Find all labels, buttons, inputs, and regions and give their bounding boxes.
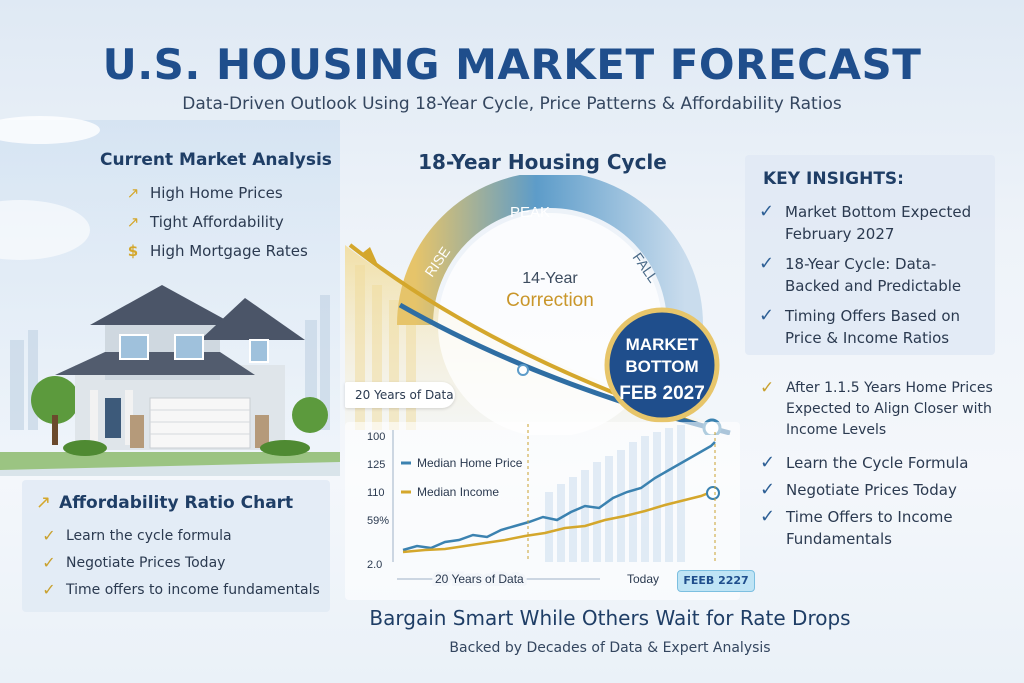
y-tick: 110 [367, 487, 385, 499]
check-icon: ✓ [42, 526, 56, 545]
dollar-icon: $ [127, 241, 139, 260]
y-tick: 100 [367, 431, 385, 443]
check-icon: ✓ [760, 378, 775, 398]
after-note: ✓ After 1.1.5 Years Home Prices Expected… [760, 378, 993, 438]
y-tick: 59% [367, 515, 389, 527]
page-subtitle: Data-Driven Outlook Using 18-Year Cycle,… [182, 94, 842, 114]
analysis-item: $ High Mortgage Rates [120, 236, 332, 265]
house-illustration [31, 285, 328, 456]
cycle-arc [397, 175, 703, 326]
action-item: ✓ Time Offers to Income Fundamentals [760, 506, 953, 548]
background-bars [545, 425, 685, 562]
affordability-panel: ↗ Affordability Ratio Chart ✓ Learn the … [22, 480, 330, 612]
affordability-title: Affordability Ratio Chart [59, 492, 294, 513]
insight-item: ✓ Market Bottom Expected February 2027 [759, 201, 972, 243]
trend-up-icon: ↗ [126, 212, 140, 231]
check-icon: ✓ [760, 479, 776, 500]
svg-text:FEB 2027: FEB 2027 [619, 383, 705, 404]
svg-text:MARKET: MARKET [626, 335, 699, 354]
footer-tagline: Bargain Smart While Others Wait for Rate… [369, 606, 851, 630]
check-icon: ✓ [759, 201, 775, 222]
decline-curve-blue [398, 302, 731, 435]
action-item: ✓ Learn the Cycle Formula [760, 452, 969, 473]
check-icon: ✓ [42, 553, 56, 572]
series-median-income [402, 490, 712, 554]
page-title: U.S. HOUSING MARKET FORECAST [102, 40, 922, 89]
cycle-title: 18-Year Housing Cycle [418, 150, 667, 174]
check-icon: ✓ [759, 253, 775, 274]
price-income-chart: 100 125 110 59% 2.0 Median Home Price Me… [345, 382, 755, 600]
insight-item: ✓ Timing Offers Based on Price & Income … [759, 305, 961, 347]
affordability-item: ✓ Negotiate Prices Today [36, 549, 320, 576]
correction-years: 14-Year [522, 270, 578, 287]
analysis-item: ↗ High Home Prices [120, 178, 332, 207]
insight-item: ✓ 18-Year Cycle: Data-Backed and Predict… [759, 253, 962, 295]
arrow-icon [360, 247, 378, 265]
y-tick: 125 [367, 459, 385, 471]
affordability-item: ✓ Time offers to income fundamentals [36, 576, 320, 603]
x-label-span: 20 Years of Data [435, 572, 524, 586]
chart-trend-icon: ↗ [36, 492, 52, 513]
check-icon: ✓ [42, 580, 56, 599]
peak-label: PEAK [510, 204, 550, 221]
affordability-item: ✓ Learn the cycle formula [36, 522, 320, 549]
right-action-list: ✓ Learn the Cycle Formula ✓ Negotiate Pr… [760, 452, 1005, 558]
data-span-tag: 20 Years of Data [345, 382, 455, 408]
current-analysis-title: Current Market Analysis [100, 150, 332, 170]
feb-date-badge: FEEB 2227 [677, 570, 755, 592]
svg-text:BOTTOM: BOTTOM [625, 357, 698, 376]
key-insights-title: KEY INSIGHTS: [763, 169, 904, 189]
price-income-chart-svg: 100 125 110 59% 2.0 Median Home Price Me… [367, 382, 720, 589]
check-icon: ✓ [760, 506, 776, 527]
key-insights-panel: KEY INSIGHTS: ✓ Market Bottom Expected F… [745, 155, 995, 355]
x-label-today: Today [627, 572, 659, 586]
legend-income: Median Income [417, 485, 499, 499]
current-analysis-section: Current Market Analysis ↗ High Home Pric… [100, 150, 332, 265]
correction-label: Correction [506, 290, 594, 311]
footer-sub: Backed by Decades of Data & Expert Analy… [449, 640, 771, 656]
check-icon: ✓ [760, 452, 776, 473]
legend-price: Median Home Price [417, 456, 523, 470]
check-icon: ✓ [759, 305, 775, 326]
y-tick: 2.0 [367, 559, 382, 571]
market-bottom-badge [604, 307, 720, 423]
trend-up-icon: ↗ [126, 183, 140, 202]
income-endpoint [706, 486, 720, 500]
series-median-home-price [402, 441, 716, 552]
action-item: ✓ Negotiate Prices Today [760, 479, 957, 500]
analysis-item: ↗ Tight Affordability [120, 207, 332, 236]
